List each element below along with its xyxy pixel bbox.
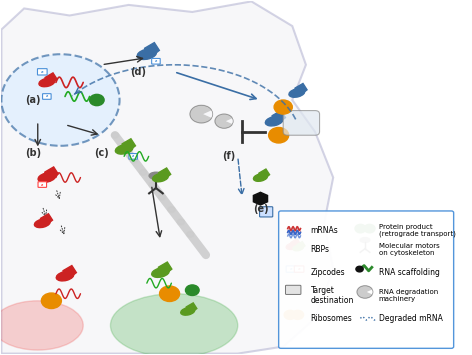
FancyBboxPatch shape — [260, 207, 273, 217]
Text: (b): (b) — [25, 148, 41, 158]
Text: (c): (c) — [94, 148, 109, 158]
Ellipse shape — [0, 301, 83, 350]
Text: z: z — [290, 267, 292, 271]
Circle shape — [364, 224, 375, 233]
Polygon shape — [122, 139, 135, 151]
Text: (f): (f) — [222, 151, 235, 162]
Text: z: z — [41, 182, 43, 186]
Text: Target
destination: Target destination — [311, 286, 354, 305]
Polygon shape — [44, 167, 58, 179]
Circle shape — [1, 54, 119, 146]
Text: z: z — [41, 70, 43, 74]
Ellipse shape — [253, 174, 268, 181]
Ellipse shape — [289, 89, 305, 97]
Text: Ribosomes: Ribosomes — [311, 314, 352, 323]
Polygon shape — [291, 239, 300, 247]
Text: (a): (a) — [25, 95, 41, 105]
Text: Protein product
(retrograde transport): Protein product (retrograde transport) — [379, 224, 455, 237]
Text: RBPs: RBPs — [311, 245, 329, 254]
Ellipse shape — [293, 245, 303, 251]
Circle shape — [284, 310, 296, 320]
FancyBboxPatch shape — [129, 154, 137, 159]
Circle shape — [140, 170, 147, 175]
FancyBboxPatch shape — [286, 285, 301, 294]
Ellipse shape — [110, 294, 238, 355]
Ellipse shape — [152, 173, 169, 182]
Polygon shape — [45, 73, 57, 84]
Text: z: z — [46, 94, 48, 98]
Ellipse shape — [149, 172, 163, 179]
Circle shape — [90, 94, 104, 106]
Wedge shape — [215, 114, 232, 128]
FancyBboxPatch shape — [283, 110, 320, 135]
Circle shape — [186, 231, 194, 237]
Circle shape — [160, 286, 179, 301]
Polygon shape — [186, 303, 197, 313]
Text: Degraded mRNA: Degraded mRNA — [379, 314, 443, 323]
FancyBboxPatch shape — [278, 211, 454, 348]
Circle shape — [269, 127, 289, 143]
Polygon shape — [297, 242, 305, 249]
Text: RNA scaffolding: RNA scaffolding — [379, 268, 439, 277]
Circle shape — [356, 266, 363, 272]
Text: z: z — [298, 267, 300, 271]
Circle shape — [168, 207, 175, 212]
Circle shape — [159, 194, 166, 200]
Polygon shape — [144, 43, 160, 56]
Polygon shape — [159, 168, 171, 179]
FancyBboxPatch shape — [286, 266, 296, 272]
Polygon shape — [1, 1, 333, 354]
Polygon shape — [40, 214, 52, 225]
FancyBboxPatch shape — [42, 94, 51, 99]
Text: Molecular motors
on cytoskeleton: Molecular motors on cytoskeleton — [379, 243, 439, 256]
Ellipse shape — [265, 116, 283, 126]
Polygon shape — [295, 83, 307, 94]
Circle shape — [274, 100, 292, 114]
Text: Zipcodes: Zipcodes — [311, 268, 345, 277]
Text: RNA degradation
machinery: RNA degradation machinery — [379, 289, 438, 302]
FancyBboxPatch shape — [294, 266, 304, 272]
Text: z: z — [155, 59, 157, 63]
Polygon shape — [259, 169, 270, 179]
Circle shape — [177, 219, 185, 225]
Circle shape — [130, 157, 137, 163]
FancyBboxPatch shape — [38, 182, 47, 187]
Wedge shape — [357, 286, 372, 298]
Circle shape — [111, 132, 118, 138]
Text: mRNAs: mRNAs — [311, 226, 338, 235]
Polygon shape — [272, 110, 286, 123]
Circle shape — [355, 224, 366, 233]
Ellipse shape — [38, 173, 56, 182]
Ellipse shape — [137, 49, 157, 60]
Ellipse shape — [152, 268, 169, 277]
Polygon shape — [63, 266, 76, 278]
Text: z: z — [132, 154, 135, 158]
Wedge shape — [190, 105, 211, 123]
Text: (d): (d) — [130, 67, 146, 77]
FancyBboxPatch shape — [37, 69, 47, 75]
Ellipse shape — [39, 78, 55, 87]
Text: (e): (e) — [253, 204, 268, 214]
Ellipse shape — [56, 271, 74, 281]
Ellipse shape — [115, 144, 133, 154]
Ellipse shape — [286, 243, 298, 250]
FancyBboxPatch shape — [152, 59, 160, 64]
Circle shape — [292, 310, 303, 320]
Circle shape — [149, 182, 156, 187]
Ellipse shape — [360, 237, 370, 242]
Circle shape — [185, 285, 199, 295]
Ellipse shape — [181, 307, 195, 315]
Ellipse shape — [34, 219, 50, 228]
Circle shape — [121, 145, 128, 151]
Circle shape — [42, 293, 61, 308]
Polygon shape — [158, 262, 172, 274]
